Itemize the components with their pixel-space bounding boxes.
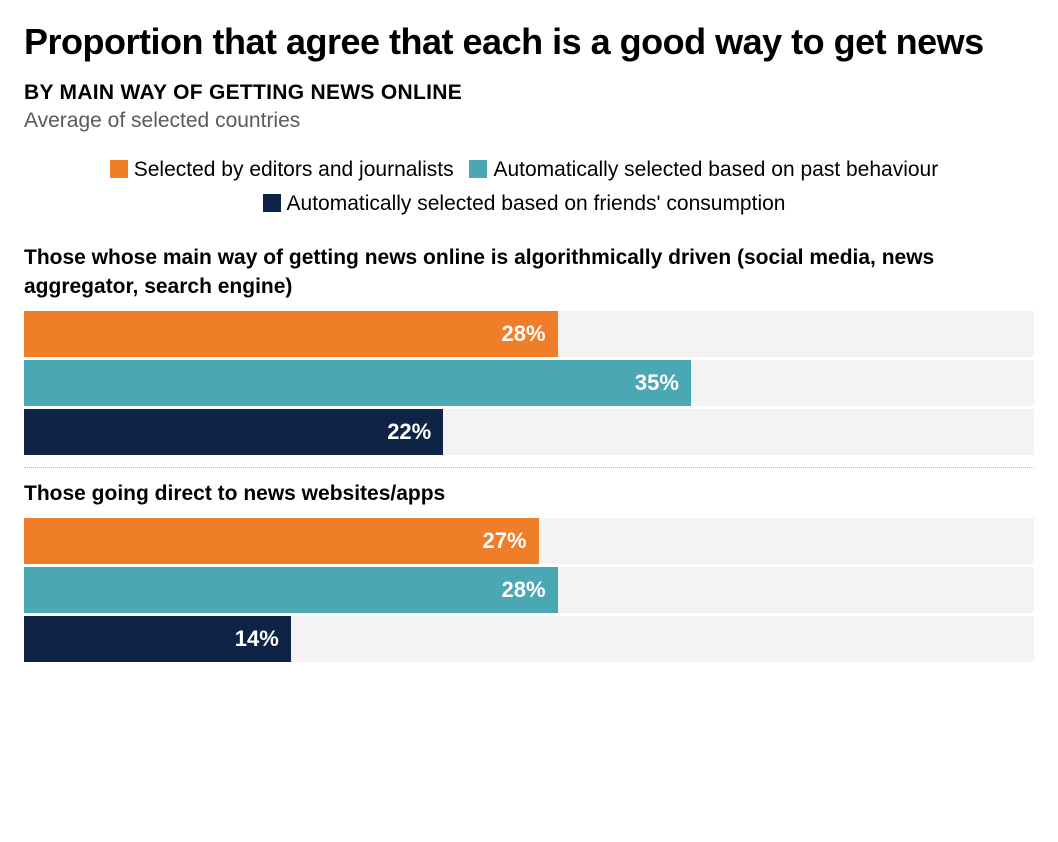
bar-fill: 28% xyxy=(24,311,558,357)
legend-item-friends_consumption: Automatically selected based on friends'… xyxy=(263,192,786,215)
bar-fill: 14% xyxy=(24,616,291,662)
bar-value-label: 35% xyxy=(635,370,679,396)
chart-group: Those whose main way of getting news onl… xyxy=(24,244,1034,455)
bar-row-past_behaviour: 35% xyxy=(24,360,1034,406)
bar-value-label: 22% xyxy=(387,419,431,445)
legend-label: Automatically selected based on friends'… xyxy=(287,192,786,215)
bar-fill: 22% xyxy=(24,409,443,455)
chart-subtitle: BY MAIN WAY OF GETTING NEWS ONLINE xyxy=(24,81,1034,105)
bar-fill: 35% xyxy=(24,360,691,406)
legend-item-editors: Selected by editors and journalists xyxy=(110,158,454,181)
chart-note: Average of selected countries xyxy=(24,109,1034,133)
bar-value-label: 27% xyxy=(482,528,526,554)
legend-swatch xyxy=(469,160,487,178)
chart-body: Those whose main way of getting news onl… xyxy=(24,244,1034,662)
legend-label: Automatically selected based on past beh… xyxy=(493,158,938,181)
chart-title: Proportion that agree that each is a goo… xyxy=(24,20,1034,63)
legend-item-past_behaviour: Automatically selected based on past beh… xyxy=(469,158,938,181)
legend-swatch xyxy=(110,160,128,178)
bar-row-past_behaviour: 28% xyxy=(24,567,1034,613)
legend-label: Selected by editors and journalists xyxy=(134,158,454,181)
bar-fill: 27% xyxy=(24,518,539,564)
legend-swatch xyxy=(263,194,281,212)
chart-group: Those going direct to news websites/apps… xyxy=(24,480,1034,662)
bar-row-editors: 27% xyxy=(24,518,1034,564)
bar-row-friends_consumption: 22% xyxy=(24,409,1034,455)
chart-legend: Selected by editors and journalists Auto… xyxy=(24,153,1034,220)
group-title: Those whose main way of getting news onl… xyxy=(24,244,1034,301)
bar-fill: 28% xyxy=(24,567,558,613)
bar-value-label: 28% xyxy=(502,577,546,603)
group-title: Those going direct to news websites/apps xyxy=(24,480,1034,508)
bar-row-editors: 28% xyxy=(24,311,1034,357)
bar-value-label: 14% xyxy=(235,626,279,652)
group-divider xyxy=(24,467,1034,468)
bar-value-label: 28% xyxy=(502,321,546,347)
bar-row-friends_consumption: 14% xyxy=(24,616,1034,662)
